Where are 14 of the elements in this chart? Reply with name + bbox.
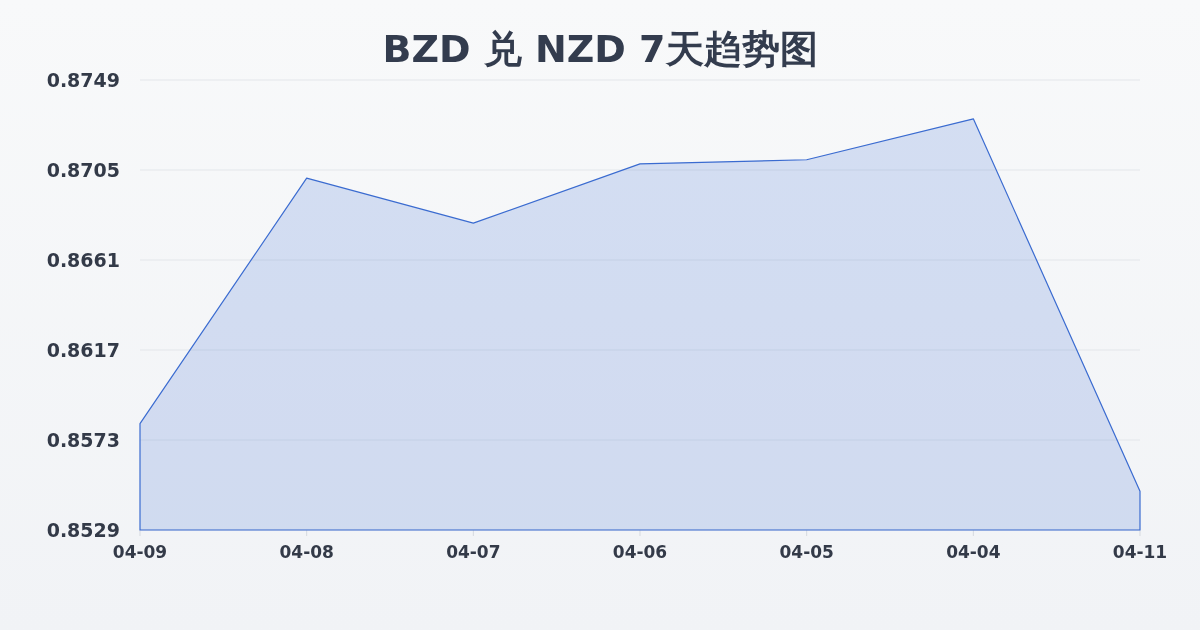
y-tick-label: 0.8573: [46, 429, 120, 451]
y-tick-label: 0.8749: [46, 69, 120, 91]
x-tick-label: 04-08: [279, 542, 334, 562]
y-tick-label: 0.8705: [46, 159, 120, 181]
x-tick-label: 04-06: [612, 542, 668, 562]
chart-title: BZD 兑 NZD 7天趋势图: [382, 27, 818, 71]
y-tick-label: 0.8617: [46, 339, 120, 361]
y-tick-label: 0.8661: [46, 249, 120, 271]
x-tick-label: 04-07: [446, 542, 501, 562]
x-tick-label: 04-04: [946, 542, 1001, 562]
x-tick-label: 04-11: [1112, 542, 1168, 562]
x-tick-label: 04-09: [112, 542, 168, 562]
x-tick-label: 04-05: [779, 542, 834, 562]
y-tick-label: 0.8529: [46, 519, 120, 541]
